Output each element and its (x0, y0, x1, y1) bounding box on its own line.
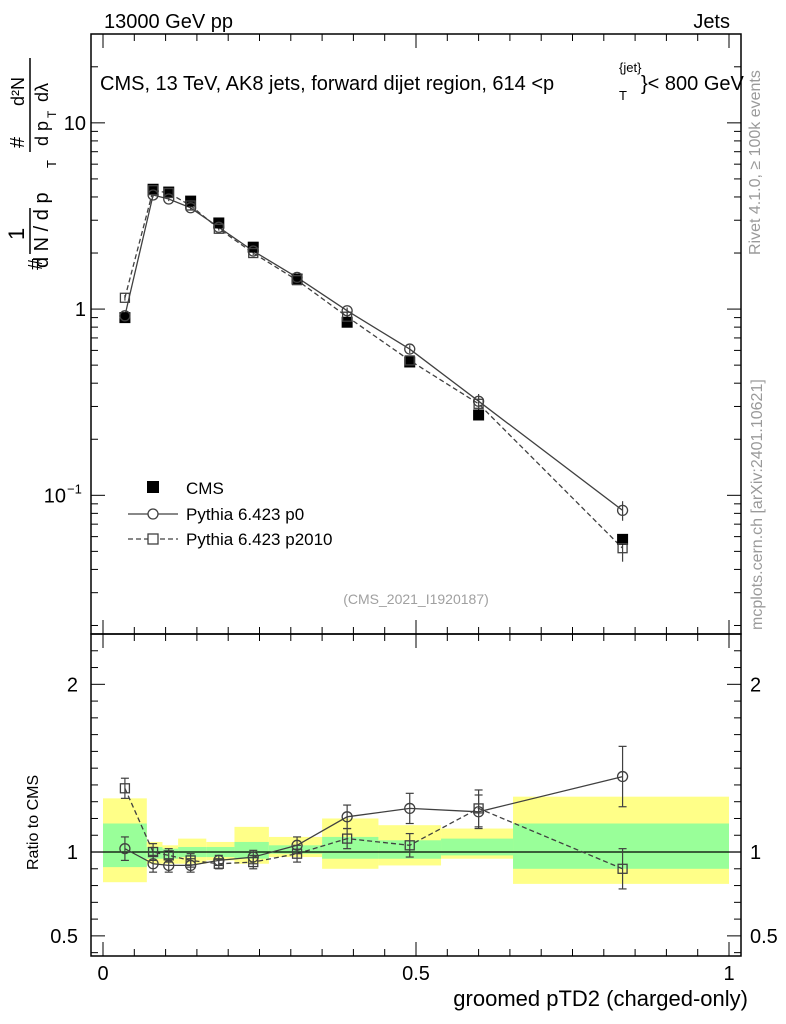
y-tick-label-bottom-right: 1 (750, 842, 761, 864)
p2010-point (473, 398, 484, 409)
data-marks (119, 183, 629, 890)
y-tick-label-bottom-left: 1 (67, 842, 78, 864)
rivet-label: Rivet 4.1.0, ≥ 100k events (747, 70, 764, 255)
y-tick-label-top: 10 (44, 485, 66, 507)
p2010-point (163, 187, 174, 199)
ratio-p0-point (341, 811, 353, 823)
cms-point (473, 409, 485, 421)
p2010-point (213, 223, 224, 234)
legend-p0-marker (147, 508, 159, 520)
cms-point (291, 273, 303, 285)
ratio-p2010-point (213, 858, 224, 869)
cms-point (213, 217, 225, 229)
y-tick-label-bottom-left: 2 (67, 674, 78, 696)
cms-point (119, 312, 131, 324)
ratio-p0-point (147, 858, 159, 870)
ylabel-hash-1: # (25, 258, 47, 270)
p0-line (124, 194, 623, 511)
legend-p0-label: Pythia 6.423 p0 (186, 505, 304, 524)
p2010-point (185, 200, 196, 211)
ratio-p2010-point (617, 863, 628, 874)
title-main: CMS, 13 TeV, AK8 jets, forward dijet reg… (100, 73, 554, 95)
ylabel-hash-2: # (7, 136, 29, 148)
band-green (322, 836, 379, 859)
p2010-point (341, 311, 353, 322)
ratio-p0-point (291, 839, 303, 851)
y-tick-label-top-sup: −1 (67, 481, 82, 496)
ratio-p2010-point (147, 846, 159, 858)
ratio-p2010-point (404, 840, 415, 851)
legend-cms-marker (147, 481, 159, 493)
x-tick-label: 0 (97, 963, 108, 985)
p2010-point (617, 543, 628, 554)
ylabel-num: d²N (8, 77, 28, 106)
ratio-p0-point (404, 802, 416, 815)
y-tick-label-top: 10 (64, 113, 86, 135)
cms-point (163, 186, 175, 198)
band-green (513, 823, 729, 869)
p0-point (404, 343, 416, 355)
p2010-point (119, 292, 131, 303)
header-right: Jets (693, 11, 730, 33)
ylabel-line2-sub: T (44, 160, 59, 168)
p2010-point (404, 355, 415, 366)
y-axis-label-bottom: Ratio to CMS (25, 775, 42, 870)
ratio-p2010-point (341, 833, 353, 844)
p2010-point (248, 247, 259, 259)
legend: CMS Pythia 6.423 p0 Pythia 6.423 p2010 (128, 479, 333, 549)
legend-p2010-label: Pythia 6.423 p2010 (186, 530, 333, 549)
ylabel-den-end: dλ (32, 83, 52, 102)
cms-point (341, 316, 353, 328)
band-green (162, 848, 179, 859)
analysis-id: (CMS_2021_I1920187) (343, 591, 489, 607)
p0-point (341, 305, 353, 317)
ylabel-line2: d N / d p (31, 192, 53, 268)
ylabel-den: d p (32, 121, 52, 146)
cms-point (617, 533, 629, 545)
p2010-point (291, 275, 303, 286)
ratio-p2010-point (291, 848, 303, 859)
cms-point (247, 241, 259, 253)
ratio-p2010-point (185, 855, 196, 866)
ratio-p2010-point (163, 850, 174, 861)
cms-point (147, 183, 159, 195)
header-left: 13000 GeV pp (104, 11, 233, 33)
title-sub: T (619, 88, 627, 103)
ratio-uncertainty-bands (91, 796, 741, 884)
ylabel-den-sub: T (45, 110, 59, 118)
ratio-p0-point (119, 843, 131, 855)
legend-p2010-marker (147, 533, 159, 545)
y-tick-label-bottom-left: 0.5 (50, 926, 78, 948)
mcplots-label: mcplots.cern.ch [arXiv:2401.10621] (749, 379, 766, 630)
x-tick-label: 0.5 (402, 963, 430, 985)
y-tick-label-bottom-right: 0.5 (750, 926, 778, 948)
ratio-p0-point (616, 770, 629, 783)
band-green (441, 838, 514, 856)
svg-text:Rivet 4.1.0, ≥ 100k events: Rivet 4.1.0, ≥ 100k events (747, 70, 764, 255)
x-tick-label: 1 (723, 963, 734, 985)
y-tick-label-bottom-right: 2 (750, 674, 761, 696)
ratio-p2010-point (473, 803, 484, 814)
ratio-p2010-point (119, 783, 131, 794)
title-sup: {jet} (619, 60, 642, 75)
band-green (146, 846, 163, 859)
cms-point (404, 356, 416, 368)
ylabel-one: 1 (4, 228, 29, 240)
p2010-point (147, 185, 159, 196)
p0-point (616, 504, 629, 517)
svg-text:mcplots.cern.ch [arXiv:2401.10: mcplots.cern.ch [arXiv:2401.10621] (749, 379, 766, 630)
bottom-panel-frame (90, 633, 742, 957)
ylabel-ratio: Ratio to CMS (25, 775, 42, 870)
ratio-p2010-point (248, 856, 259, 868)
legend-cms-label: CMS (186, 479, 224, 498)
title-end: }< 800 GeV (641, 73, 745, 95)
y-axis-label-top: # 1 d N / d p T # d²N d p T dλ (4, 58, 59, 270)
y-tick-label-top: 1 (75, 299, 86, 321)
plot-title: CMS, 13 TeV, AK8 jets, forward dijet reg… (100, 60, 745, 103)
p0-point (163, 193, 175, 205)
p0-point (119, 310, 131, 322)
x-axis-label: groomed pTD2 (charged-only) (453, 986, 748, 1011)
